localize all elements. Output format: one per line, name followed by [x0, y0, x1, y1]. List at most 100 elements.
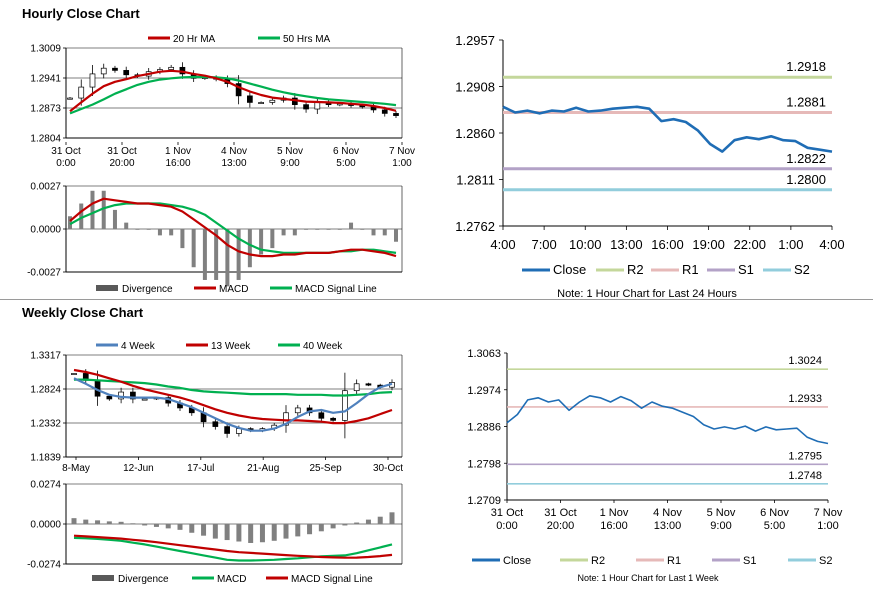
- weekly-macd-divergence-bar: [95, 520, 101, 524]
- hourly-close-x-tick-label: 4:00: [490, 237, 515, 252]
- hourly-macd-divergence-bar: [180, 229, 185, 249]
- weekly-close-y-tick-label: 1.3063: [467, 348, 501, 360]
- hourly-macd-divergence-bar: [259, 229, 264, 255]
- weekly-price-candle: [318, 412, 325, 419]
- hourly-macd-divergence-bar: [191, 229, 196, 268]
- hourly-price-candle: [112, 67, 118, 71]
- weekly-close-x-tick-label: 5 Nov: [707, 507, 736, 519]
- hourly-price-x-tick-label: 1 Nov: [165, 146, 191, 157]
- weekly-macd-y-tick-label: 0.0274: [30, 480, 61, 491]
- hourly-close-x-tick-label: 16:00: [651, 237, 684, 252]
- weekly-price-x-tick-label: 25-Sep: [309, 463, 342, 474]
- hourly-macd-divergence-bar: [124, 222, 129, 229]
- hourly-price-candle: [235, 83, 242, 97]
- hourly-close-x-tick-label: 22:00: [733, 237, 766, 252]
- hourly-macd-legend-swatch: [96, 285, 118, 291]
- weekly-price-x-tick-label: 30-Oct: [373, 463, 403, 474]
- weekly-macd-legend-label: MACD: [217, 574, 246, 585]
- hourly-macd-divergence-bar: [79, 203, 84, 229]
- hourly-price-candle: [145, 71, 152, 77]
- hourly-section-title: Hourly Close Chart: [22, 6, 140, 21]
- hourly-price-candle: [89, 73, 96, 88]
- hourly-macd-divergence-bar: [135, 229, 140, 230]
- hourly-close-y-tick-label: 1.2957: [455, 33, 495, 48]
- weekly-price-legend-label: 4 Week: [121, 341, 156, 352]
- hourly-macd-divergence-bar: [225, 229, 230, 287]
- hourly-close-x-tick-label: 10:00: [569, 237, 602, 252]
- weekly-price-candle: [389, 382, 395, 388]
- weekly-price-x-tick-label: 21-Aug: [247, 463, 279, 474]
- weekly-price-candle: [153, 397, 160, 400]
- weekly-close-y-tick-label: 1.2798: [467, 458, 501, 470]
- weekly-macd-divergence-bar: [201, 524, 207, 536]
- hourly-close-x-tick-label: 1:00: [778, 237, 803, 252]
- weekly-close-legend-label: R2: [591, 555, 605, 567]
- weekly-price-legend-label: 40 Week: [303, 341, 343, 352]
- weekly-macd-divergence-bar: [283, 524, 289, 539]
- weekly-close-y-tick-label: 1.2886: [467, 422, 501, 434]
- weekly-macd-divergence-bar: [377, 516, 383, 524]
- weekly-price-candle: [306, 407, 313, 414]
- hourly-macd-divergence-bar: [360, 229, 365, 230]
- hourly-macd-divergence-bar: [371, 229, 376, 236]
- weekly-price-y-tick-label: 1.3317: [30, 351, 61, 362]
- weekly-close-x-tick-label: 7 Nov: [814, 507, 843, 519]
- hourly-price-candle: [134, 74, 141, 77]
- weekly-macd-divergence-bar: [83, 519, 89, 524]
- hourly-price-x-tick-label: 6 Nov: [333, 146, 359, 157]
- hourly-close-level-label: 1.2918: [786, 59, 826, 74]
- weekly-price-candle: [294, 407, 301, 414]
- weekly-price-candle: [82, 373, 89, 381]
- hourly-macd-divergence-bar: [304, 229, 309, 230]
- weekly-price-4week-line: [73, 377, 393, 432]
- weekly-macd-divergence-bar: [189, 524, 195, 533]
- weekly-price-y-tick-label: 1.1839: [30, 453, 61, 464]
- hourly-macd-legend-label: Divergence: [122, 284, 173, 295]
- hourly-price-candle: [202, 77, 208, 79]
- weekly-macd-y-tick-label: -0.0274: [27, 560, 61, 571]
- weekly-macd-divergence-bar: [318, 524, 324, 532]
- hourly-macd-divergence-bar: [101, 190, 106, 229]
- hourly-price-x-tick-label: 5 Nov: [277, 146, 303, 157]
- weekly-close-y-tick-label: 1.2709: [467, 495, 501, 507]
- hourly-macd-divergence-bar: [337, 229, 342, 230]
- weekly-close-x-tick-label: 4 Nov: [653, 507, 682, 519]
- hourly-macd-legend-label: MACD: [219, 284, 248, 295]
- hourly-price-candle: [269, 99, 276, 103]
- hourly-price-x-tick-label: 16:00: [165, 158, 190, 169]
- hourly-price-candle: [213, 77, 219, 80]
- weekly-macd-divergence-bar: [224, 524, 230, 541]
- weekly-price-candle: [177, 402, 183, 409]
- hourly-price-y-tick-label: 1.2941: [30, 74, 61, 85]
- hourly-price-legend-label: 50 Hrs MA: [283, 34, 331, 45]
- hourly-close-legend-label: Close: [553, 262, 586, 277]
- weekly-price-candle: [236, 428, 242, 434]
- hourly-macd-divergence-bar: [349, 222, 354, 229]
- weekly-macd-line: [73, 536, 393, 562]
- weekly-price-candle: [377, 384, 384, 388]
- hourly-price-ma20-line: [69, 69, 397, 113]
- weekly-close-level-label: 1.2795: [788, 450, 822, 462]
- weekly-price-13week-line: [73, 368, 393, 425]
- weekly-close-legend-label: R1: [667, 555, 681, 567]
- weekly-macd-divergence-bar: [354, 522, 360, 524]
- weekly-macd-divergence-bar: [130, 523, 136, 525]
- weekly-macd-divergence-bar: [259, 524, 265, 543]
- weekly-close-x-tick-label: 6 Nov: [760, 507, 789, 519]
- hourly-macd-divergence-bar: [394, 229, 398, 242]
- weekly-price-candle: [165, 397, 172, 404]
- weekly-close-level-label: 1.3024: [788, 355, 822, 367]
- hourly-price-candle: [325, 102, 332, 105]
- hourly-close-line: [502, 105, 833, 153]
- hourly-macd-divergence-bar: [214, 229, 219, 280]
- weekly-macd-divergence-bar: [271, 524, 277, 541]
- hourly-close-x-tick-label: 19:00: [692, 237, 725, 252]
- hourly-price-x-tick-label: 20:00: [109, 158, 134, 169]
- hourly-price-candle: [303, 104, 309, 110]
- weekly-price-candle: [106, 395, 113, 400]
- weekly-macd-legend-label: Divergence: [118, 574, 169, 585]
- weekly-price-candle: [94, 379, 101, 397]
